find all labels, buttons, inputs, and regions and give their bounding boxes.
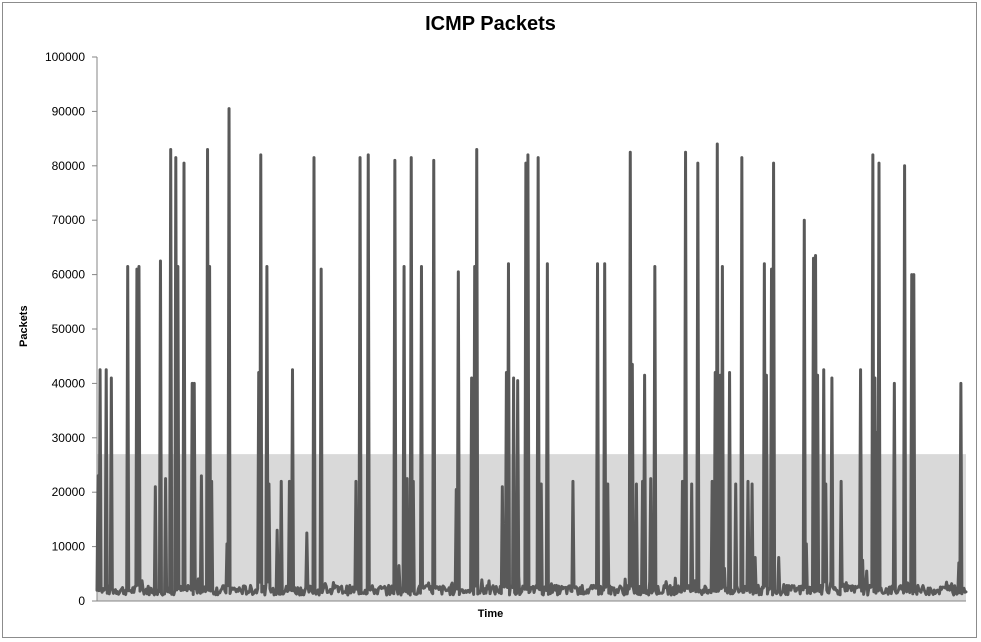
series-line-icmp-packets xyxy=(95,107,968,597)
y-tick-label: 0 xyxy=(78,594,85,608)
y-tick-label: 10000 xyxy=(52,540,86,554)
y-tick-label: 90000 xyxy=(52,104,86,118)
y-tick-label: 50000 xyxy=(52,322,86,336)
chart-title: ICMP Packets xyxy=(425,13,556,35)
x-axis-label: Time xyxy=(477,608,504,620)
y-tick-label: 70000 xyxy=(52,213,86,227)
y-tick-label: 40000 xyxy=(52,376,86,390)
y-tick-label: 80000 xyxy=(52,159,86,173)
y-tick-label: 60000 xyxy=(52,268,86,282)
y-tick-label: 30000 xyxy=(52,431,86,445)
y-tick-label: 100000 xyxy=(45,50,85,64)
y-tick-label: 20000 xyxy=(52,485,86,499)
threshold-band xyxy=(97,454,966,601)
